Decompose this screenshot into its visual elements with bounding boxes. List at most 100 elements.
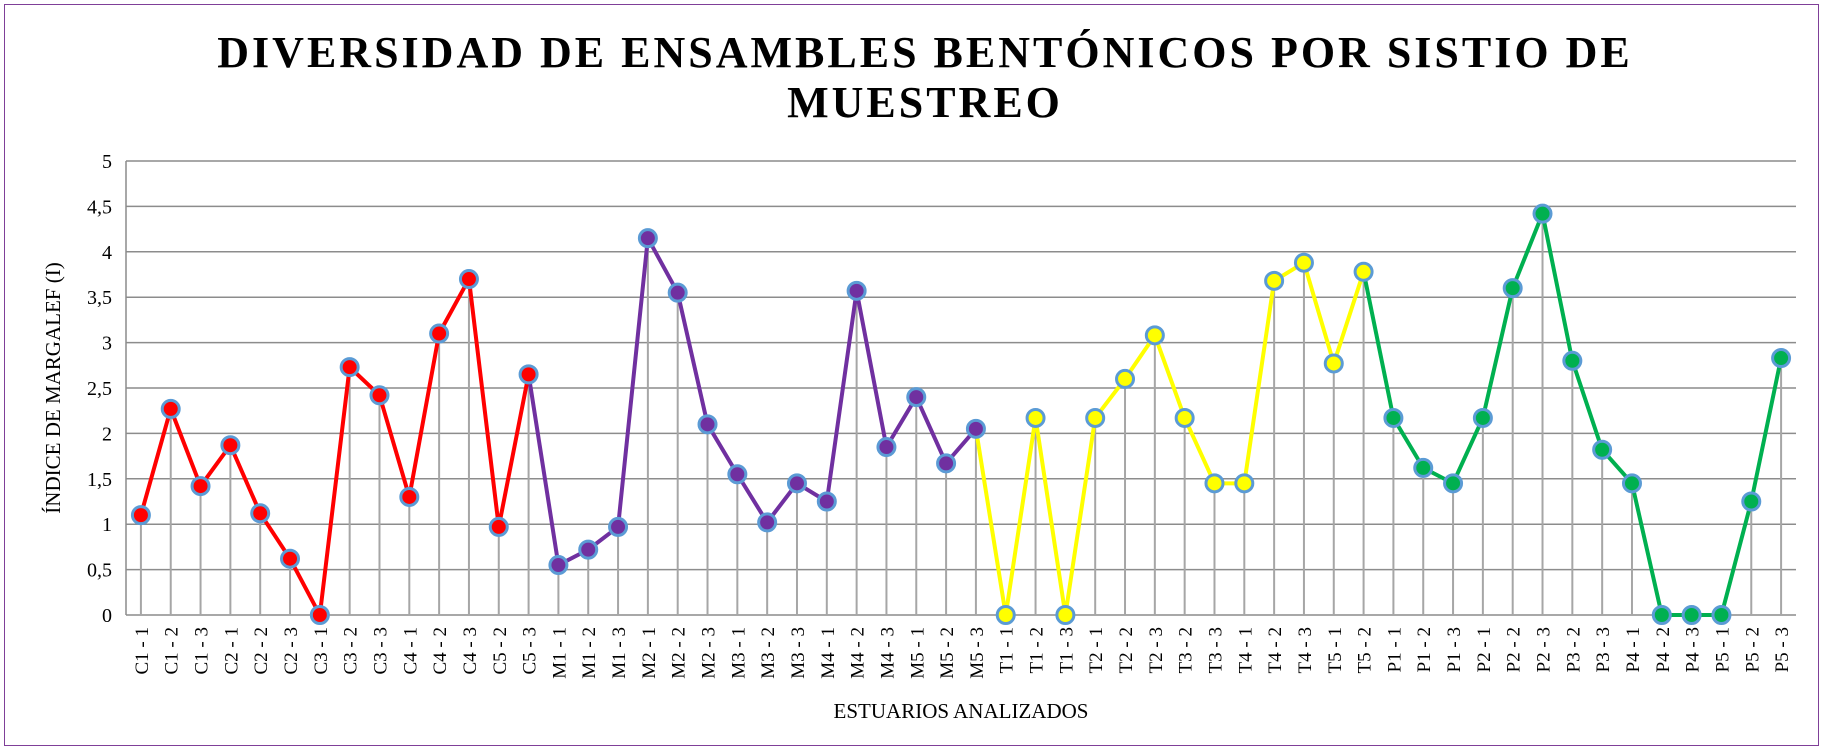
connector [526,374,561,566]
marker [608,516,629,537]
x-tick-label: T5 - 2 [1355,627,1376,673]
marker [727,464,748,485]
marker [1025,407,1046,428]
x-tick-label: C1 - 1 [132,627,153,675]
x-tick-label: P1 - 1 [1384,627,1405,672]
marker [399,486,420,507]
marker [786,473,807,494]
marker [816,491,837,512]
marker [1562,350,1583,371]
x-tick-label: C1 - 2 [162,627,183,675]
x-tick-label: T3 - 2 [1176,627,1197,673]
marker [1472,407,1493,428]
marker [995,605,1016,625]
marker [1681,605,1702,625]
y-tick-label: 3,5 [87,287,112,309]
x-axis-title: ESTUARIOS ANALIZADOS [834,699,1089,723]
x-tick-label: M2 - 3 [699,627,720,679]
x-tick-label: P5 - 3 [1772,627,1793,672]
x-tick-label: P4 - 2 [1653,627,1674,672]
x-tick-label: T2 - 3 [1146,627,1167,673]
x-tick-label: P5 - 2 [1742,627,1763,672]
marker [1055,605,1076,625]
y-tick-label: 5 [102,151,112,173]
marker [130,505,151,526]
chart-frame [4,4,1819,746]
marker [220,435,241,456]
x-tick-label: M3 - 1 [728,627,749,679]
series-line [1391,211,1784,617]
series-line [138,277,531,617]
chart-title: DIVERSIDAD DE ENSAMBLES BENTÓNICOS POR S… [217,28,1633,127]
x-tick-label: T4 - 3 [1295,627,1316,673]
marker [1174,407,1195,428]
marker [1413,457,1434,478]
x-tick-label: T1 - 2 [1027,627,1048,673]
marker [190,476,211,497]
connector [973,428,1008,616]
marker [1204,473,1225,494]
y-tick-label: 4,5 [87,196,112,218]
marker [1234,473,1255,494]
marker [936,453,957,474]
marker [488,516,509,537]
marker [1502,278,1523,299]
x-tick-label: P2 - 1 [1474,627,1495,672]
marker [578,539,599,560]
x-tick-label: C4 - 2 [430,627,451,675]
marker [667,282,688,303]
x-tick-label: T2 - 1 [1086,627,1107,673]
x-tick-label: P2 - 2 [1504,627,1525,672]
connector [1361,271,1396,419]
marker [965,418,986,439]
x-tick-label: M1 - 3 [609,627,630,679]
marker [1115,368,1136,389]
x-tick-label: P2 - 3 [1534,627,1555,672]
marker [339,357,360,378]
x-tick-label: M5 - 3 [967,627,988,679]
marker [1323,353,1344,374]
x-tick-label: M4 - 2 [848,627,869,679]
x-tick-label: C4 - 1 [400,627,421,675]
x-tick-label: M3 - 2 [758,627,779,679]
marker [160,398,181,419]
marker [906,387,927,408]
x-tick-label: P5 - 1 [1712,627,1733,672]
x-tick-label: C2 - 2 [251,627,272,675]
x-tick-label: C1 - 3 [192,627,213,675]
y-tick-label: 2,5 [87,378,112,400]
x-tick-label: P4 - 1 [1623,627,1644,672]
x-tick-label: P3 - 2 [1563,627,1584,672]
x-tick-label: M5 - 2 [937,627,958,679]
y-axis-title: ÍNDICE DE MARGALEF (I) [41,262,65,513]
x-tick-label: M1 - 2 [579,627,600,679]
x-tick-label: T1 - 3 [1056,627,1077,673]
x-tick-label: T3 - 3 [1205,627,1226,673]
marker [846,280,867,301]
y-tick-label: 3 [102,333,112,355]
x-tick-label: M4 - 3 [877,627,898,679]
x-tick-label: P1 - 2 [1414,627,1435,672]
y-tick-label: 2 [102,423,112,445]
marker [697,414,718,435]
x-tick-label: C3 - 2 [341,627,362,675]
x-tick-label: M4 - 1 [818,627,839,679]
marker [1621,473,1642,494]
x-tick-label: C2 - 1 [221,627,242,675]
marker [1293,252,1314,273]
y-tick-label: 1 [102,514,112,536]
marker [1144,325,1165,346]
marker [637,228,658,249]
marker [1651,605,1672,625]
x-tick-label: C3 - 3 [370,627,391,675]
marker [1085,407,1106,428]
x-tick-label: C3 - 1 [311,627,332,675]
y-tick-label: 1,5 [87,469,112,491]
y-tick-label: 4 [102,242,112,264]
marker [1353,261,1374,282]
marker [458,269,479,290]
x-tick-label: T4 - 1 [1235,627,1256,673]
x-tick-label: M3 - 3 [788,627,809,679]
x-tick-label: M2 - 1 [639,627,660,679]
